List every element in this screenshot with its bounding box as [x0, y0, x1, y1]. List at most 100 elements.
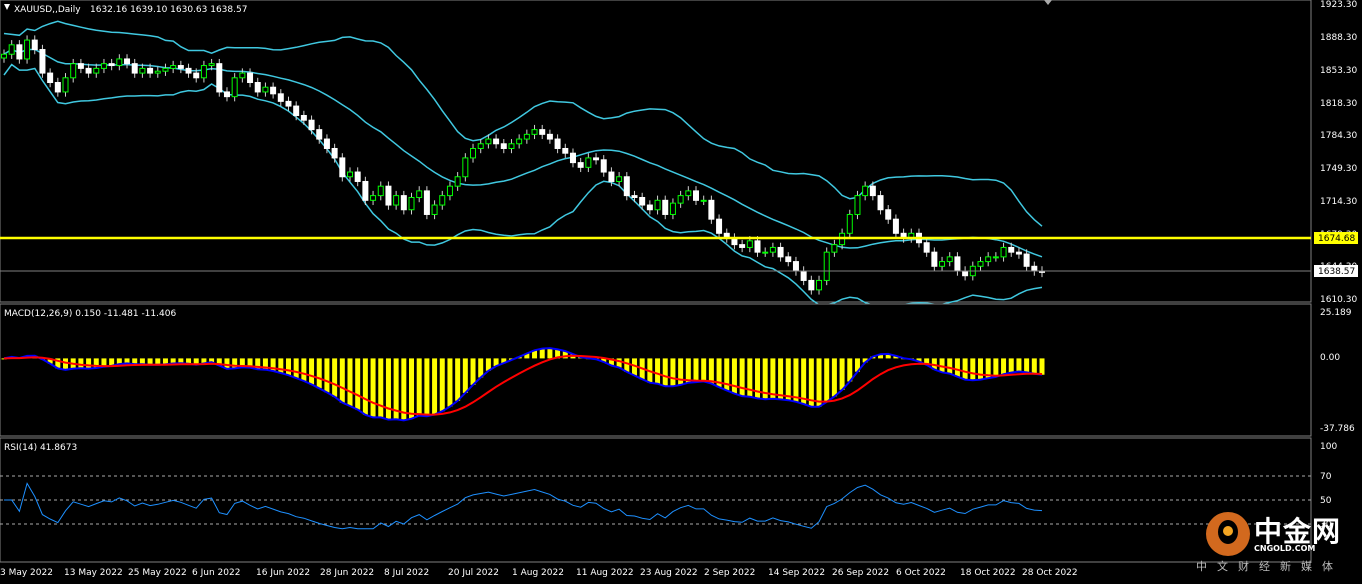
macd-bar: [747, 358, 753, 397]
macd-bar: [124, 358, 130, 364]
macd-bar: [616, 358, 622, 368]
candle-body: [124, 58, 131, 65]
candle-body: [377, 185, 384, 197]
candle-body: [24, 39, 31, 60]
candle-body: [362, 180, 369, 201]
candle-body: [347, 171, 353, 178]
macd-bar: [793, 358, 799, 402]
time-tick: 23 Aug 2022: [640, 568, 698, 578]
watermark-logo: 中金网 CNGOLD.COM 中文财经新媒体: [1196, 506, 1362, 584]
candle-body: [516, 138, 523, 145]
candle-body: [47, 72, 54, 84]
macd-panel[interactable]: MACD(12,26,9) 0.150 -11.481 -11.406: [0, 303, 1312, 437]
macd-bar: [316, 358, 322, 389]
price-tick: 1888.30: [1320, 33, 1357, 43]
macd-bar: [132, 358, 138, 365]
logo-name-cn: 中金网: [1254, 515, 1342, 548]
macd-bar: [485, 358, 491, 371]
macd-bar: [970, 358, 976, 381]
candle-body: [262, 86, 269, 93]
macd-bar: [209, 358, 215, 363]
bollinger-upper: [3, 20, 1043, 227]
macd-title: MACD(12,26,9) 0.150 -11.481 -11.406: [4, 309, 176, 319]
macd-bar: [847, 358, 853, 382]
macd-tick: -37.786: [1320, 424, 1355, 434]
candle-body: [585, 157, 592, 168]
candle-body: [531, 129, 538, 135]
rsi-panel[interactable]: RSI(14) 41.8673: [0, 437, 1312, 563]
candle-body: [1023, 253, 1030, 267]
candle-body: [39, 49, 46, 74]
price-axis[interactable]: 1923.30 1888.30 1853.30 1818.30 1784.30 …: [1314, 0, 1358, 530]
candle-body: [954, 256, 961, 272]
macd-bar: [770, 358, 776, 399]
time-tick: 3 May 2022: [0, 568, 53, 578]
time-axis[interactable]: 3 May 2022 13 May 2022 25 May 2022 6 Jun…: [0, 568, 1078, 578]
candle-body: [477, 143, 484, 149]
candle-body: [185, 67, 192, 74]
macd-bar: [608, 358, 614, 366]
macd-bar: [993, 358, 999, 377]
macd-bar: [985, 358, 991, 379]
candle-body: [716, 218, 723, 234]
macd-bar: [385, 358, 391, 420]
candle-body: [408, 196, 415, 211]
macd-bar: [155, 358, 161, 365]
macd-bar: [109, 358, 115, 366]
symbol-label: XAUUSD,,Daily: [14, 5, 81, 15]
candle-body: [170, 65, 177, 69]
scroll-marker-icon[interactable]: [1044, 0, 1052, 5]
macd-signal-line: [3, 354, 1043, 416]
candle-body: [862, 185, 869, 197]
rsi-tick: 50: [1320, 496, 1332, 506]
time-tick: 28 Jun 2022: [320, 568, 374, 578]
macd-bar: [1008, 358, 1014, 373]
macd-bar: [101, 358, 107, 367]
macd-bar: [947, 358, 953, 374]
candle-body: [116, 58, 123, 67]
macd-bar: [47, 358, 53, 364]
candle-body: [777, 246, 784, 258]
macd-bar: [55, 358, 61, 369]
macd-bar: [455, 358, 461, 401]
candle-body: [385, 185, 392, 206]
macd-bar: [624, 358, 630, 372]
macd-bar: [678, 358, 684, 385]
candle-body: [423, 190, 430, 215]
macd-bar: [1016, 358, 1022, 372]
candle-body: [946, 256, 953, 263]
macd-bar: [324, 358, 330, 393]
macd-bar: [216, 358, 222, 366]
candle-body: [508, 143, 515, 149]
cngold-logo-icon: [1206, 512, 1250, 556]
macd-bar: [462, 358, 468, 393]
candle-body: [216, 63, 223, 93]
candle-body: [885, 209, 892, 220]
candle-body: [131, 63, 138, 74]
macd-bar: [339, 358, 345, 403]
candle-body: [554, 138, 561, 149]
macd-bar: [178, 358, 184, 364]
candle-body: [493, 138, 500, 145]
candle-body: [485, 138, 492, 145]
main-price-panel[interactable]: XAUUSD,,Daily 1632.16 1639.10 1630.63 16…: [0, 0, 1312, 307]
macd-bar: [547, 348, 553, 359]
candle-body: [808, 279, 815, 291]
macd-bar: [162, 358, 168, 365]
candle-body: [1008, 246, 1015, 253]
price-tick: 1784.30: [1320, 131, 1357, 141]
time-tick: 20 Jul 2022: [448, 568, 499, 578]
macd-bar: [839, 358, 845, 390]
macd-bar: [139, 358, 145, 365]
macd-bar: [808, 358, 814, 407]
menu-triangle-icon[interactable]: [4, 4, 10, 10]
candle-body: [223, 91, 230, 98]
candle-body: [85, 67, 92, 74]
candle-body: [854, 195, 861, 215]
time-tick: 28 Oct 2022: [1022, 568, 1078, 578]
time-tick: 16 Jun 2022: [256, 568, 310, 578]
macd-bar: [232, 358, 238, 369]
macd-bar: [755, 358, 761, 399]
macd-bar: [739, 358, 745, 397]
